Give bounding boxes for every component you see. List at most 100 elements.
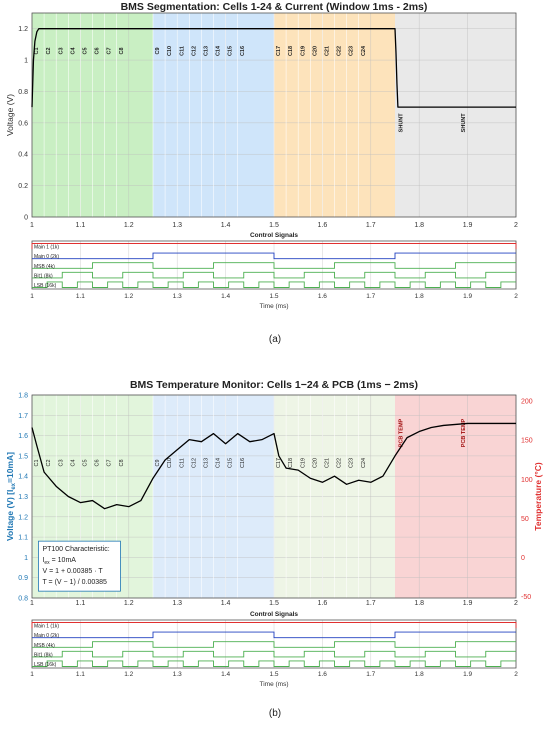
- cell-label: C7: [107, 47, 113, 54]
- y2-axis-label: Temperature (°C): [533, 462, 543, 531]
- control-signals-panel: Control Signals Main 1 (1k) Main 0 (2k) MSB…: [30, 232, 518, 310]
- control-x-tick-label: 1: [30, 671, 34, 678]
- signal-label: Bit1 (8k): [34, 652, 53, 658]
- cell-label: C16: [240, 46, 246, 56]
- series-line: [31, 422, 516, 510]
- cell-label: C17: [276, 458, 282, 468]
- cell-label: C16: [240, 458, 246, 468]
- annotation-sub: ex: [44, 560, 50, 566]
- signal-trace: [32, 281, 516, 288]
- annotation-text: I: [42, 557, 44, 564]
- control-x-tick-label: 1.6: [318, 671, 327, 678]
- cell-label: C9: [155, 459, 161, 466]
- cell-label: C11: [179, 458, 185, 468]
- cell-label: C1: [34, 459, 40, 466]
- control-frame: [31, 619, 517, 669]
- y-tick-label: 1.5: [18, 453, 28, 460]
- control-signals-title: Control Signals: [250, 232, 298, 239]
- y-tick-label: 0.4: [18, 152, 28, 159]
- cell-label: C4: [70, 47, 76, 55]
- cell-label: C10: [167, 458, 173, 468]
- cell-label: C7: [107, 459, 113, 466]
- cell-label: C6: [95, 47, 101, 54]
- y-tick-label: 0.6: [18, 120, 28, 127]
- signal-trace: [31, 622, 517, 629]
- signal-trace: [32, 660, 516, 667]
- x-tick-label: 1.1: [76, 600, 86, 607]
- signal-label: Main 1 (1k): [34, 245, 59, 251]
- y-tick-label: 1: [24, 58, 28, 65]
- cell-label: C23: [349, 46, 355, 56]
- control-x-tick-label: 1.2: [124, 293, 133, 300]
- x-tick-label: 1.2: [124, 600, 134, 607]
- panel-caption: (a): [269, 334, 281, 345]
- y-tick-label: 0.9: [18, 575, 28, 582]
- cell-label: C18: [288, 46, 294, 56]
- signal-label: Main 0 (2k): [34, 633, 59, 639]
- x-tick-label: 1.7: [366, 600, 376, 607]
- control-x-tick-label: 1.7: [366, 671, 375, 678]
- cell-label: C9: [155, 47, 161, 54]
- cell-label: C8: [119, 459, 125, 466]
- annotation-frame: [38, 540, 121, 592]
- signal-trace: [32, 650, 516, 658]
- control-x-tick-label: 1.1: [76, 293, 85, 300]
- chart-1: BMS Segmentation: Cells 1-24 & Current (…: [5, 1, 518, 345]
- cell-label: C19: [300, 458, 306, 468]
- y2-tick-label: 100: [521, 477, 533, 484]
- y-tick-label: 1.4: [18, 474, 28, 481]
- signal-label: LSB (16k): [34, 283, 57, 289]
- cell-label: C19: [300, 46, 306, 56]
- control-x-tick-label: 2: [514, 293, 518, 300]
- signal-label: LSB (16k): [34, 662, 57, 668]
- y-axis-label-tail: =10mA]: [5, 452, 15, 483]
- chart-title: BMS Temperature Monitor: Cells 1−24 & PC…: [130, 379, 418, 391]
- control-x-tick-label: 1.8: [415, 671, 424, 678]
- y-tick-label: 1.7: [18, 413, 28, 420]
- x-tick-label: 1.8: [414, 600, 424, 607]
- cell-label: C17: [276, 46, 282, 56]
- control-x-tick-label: 1.4: [221, 671, 230, 678]
- cell-label: C3: [58, 459, 64, 466]
- cell-label: C24: [361, 45, 367, 56]
- cell-label: C20: [312, 46, 318, 56]
- cell-label: C21: [324, 458, 330, 468]
- x-axis-label: Time (ms): [259, 303, 288, 310]
- x-tick-label: 1.9: [463, 600, 473, 607]
- plot-frame: [31, 12, 517, 218]
- y-tick-label: 0.8: [18, 89, 28, 96]
- cell-label: C3: [58, 47, 64, 54]
- control-x-tick-label: 1.5: [269, 671, 278, 678]
- control-x-tick-label: 1.9: [463, 671, 472, 678]
- annotation-line: PT100 Characteristic:: [42, 546, 109, 553]
- control-x-tick-label: 1.6: [318, 293, 327, 300]
- cell-label: C2: [46, 47, 52, 54]
- chart-title: BMS Segmentation: Cells 1-24 & Current (…: [121, 1, 428, 13]
- y-tick-label: 1.8: [18, 393, 28, 400]
- cell-label: C15: [228, 458, 234, 468]
- cell-label: C10: [167, 46, 173, 56]
- cell-label: C4: [70, 459, 76, 466]
- signal-label: Bit1 (8k): [34, 273, 53, 279]
- y-tick-label: 1.3: [18, 494, 28, 501]
- control-x-tick-label: 1.8: [415, 293, 424, 300]
- cell-label: C8: [119, 47, 125, 54]
- cell-label: C12: [191, 458, 197, 468]
- control-x-tick-label: 1.5: [269, 293, 278, 300]
- x-tick-label: 2: [514, 600, 518, 607]
- y-tick-label: 0.8: [18, 596, 28, 603]
- x-tick-label: 1.6: [318, 222, 328, 229]
- control-signals-title: Control Signals: [250, 611, 298, 618]
- cell-label: C1: [34, 47, 40, 54]
- x-tick-label: 1.3: [172, 222, 182, 229]
- cell-label: C24: [361, 458, 367, 468]
- x-tick-label: 1.6: [318, 600, 328, 607]
- cell-label: C18: [288, 458, 294, 468]
- signal-trace: [31, 243, 517, 250]
- x-tick-label: 1.9: [463, 222, 473, 229]
- y-tick-label: 1.2: [18, 514, 28, 521]
- region-band: [395, 13, 516, 217]
- signal-label: Main 1 (1k): [34, 624, 59, 630]
- signal-label: Main 0 (2k): [34, 254, 59, 260]
